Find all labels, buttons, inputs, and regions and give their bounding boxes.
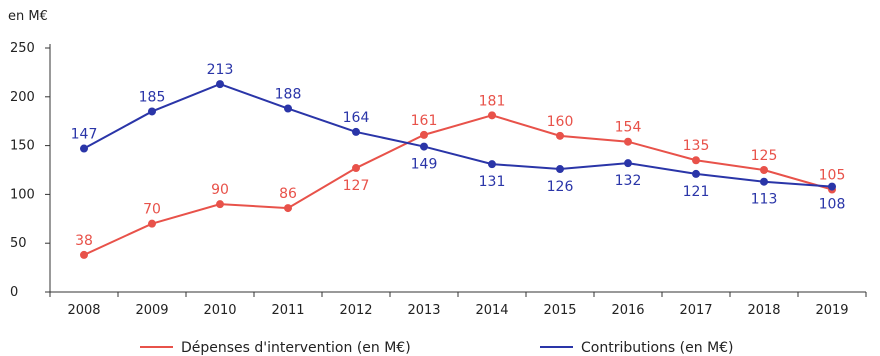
data-label: 113 — [751, 192, 778, 208]
y-tick-label: 250 — [10, 41, 35, 56]
y-axis-unit-label: en M€ — [8, 9, 48, 24]
data-label: 70 — [143, 202, 161, 218]
x-tick-label: 2014 — [475, 303, 508, 318]
series-line — [83, 83, 833, 188]
series-layer: 38 70 90 86 127 161 181 160 154 135 125 105 147 185 21… — [71, 62, 846, 259]
y-tick-label: 100 — [10, 187, 35, 202]
x-tick-label: 2009 — [135, 303, 168, 318]
data-label: 188 — [275, 87, 302, 103]
data-point — [284, 104, 292, 113]
x-tick-label: 2008 — [67, 303, 100, 318]
y-tick-label: 50 — [10, 236, 27, 251]
data-label: 121 — [683, 184, 710, 200]
x-tick-label: 2013 — [407, 303, 440, 318]
series-1: 38 70 90 86 127 161 181 160 154 135 125 105 — [75, 93, 845, 259]
data-label: 160 — [547, 114, 574, 130]
data-point — [148, 219, 156, 228]
data-label: 181 — [479, 93, 506, 109]
series-2: 147 185 213 188 164 149 131 126 132 121 113 108 — [71, 62, 846, 212]
data-label: 125 — [751, 148, 778, 164]
data-point — [488, 111, 496, 120]
x-tick-label: 2012 — [339, 303, 372, 318]
legend-label: Contributions (en M€) — [581, 340, 734, 356]
data-label: 38 — [75, 233, 93, 249]
data-point — [420, 142, 428, 151]
x-tick-label: 2011 — [271, 303, 304, 318]
data-label: 105 — [819, 168, 846, 184]
data-label: 147 — [71, 127, 98, 143]
data-point — [624, 137, 632, 146]
x-axis: 2008 2009 2010 2011 2012 2013 2014 2015 2016 2017… — [49, 291, 867, 318]
legend-label: Dépenses d'intervention (en M€) — [181, 340, 411, 356]
data-point — [556, 165, 564, 174]
data-label: 126 — [547, 179, 574, 195]
data-label: 131 — [479, 174, 506, 190]
data-label: 154 — [615, 120, 642, 136]
data-label: 86 — [279, 186, 297, 202]
legend: Dépenses d'intervention (en M€) Contribut… — [140, 340, 734, 356]
data-label: 161 — [411, 113, 438, 129]
data-point — [488, 160, 496, 169]
x-tick-label: 2010 — [203, 303, 236, 318]
x-tick-label: 2019 — [815, 303, 848, 318]
data-label: 149 — [411, 157, 438, 173]
x-tick-label: 2015 — [543, 303, 576, 318]
data-label: 90 — [211, 182, 229, 198]
y-tick-label: 150 — [10, 139, 35, 154]
x-tick-label: 2018 — [747, 303, 780, 318]
data-point — [556, 131, 564, 140]
y-tick-label: 0 — [10, 285, 18, 300]
data-point — [148, 107, 156, 116]
data-point — [352, 164, 360, 173]
data-label: 185 — [139, 89, 166, 105]
data-point — [760, 166, 768, 174]
data-label: 213 — [207, 62, 234, 78]
x-tick-label: 2017 — [679, 303, 712, 318]
data-point — [352, 127, 360, 136]
data-label: 127 — [343, 178, 370, 194]
data-point — [216, 80, 224, 89]
data-label: 164 — [343, 110, 370, 126]
data-point — [760, 177, 768, 186]
data-point — [692, 169, 700, 178]
data-point — [828, 182, 836, 191]
data-point — [692, 156, 700, 165]
data-point — [80, 250, 88, 259]
data-point — [80, 144, 88, 153]
data-point — [284, 204, 292, 213]
data-label: 108 — [819, 197, 846, 213]
y-tick-label: 200 — [10, 90, 35, 105]
series-line — [83, 114, 833, 256]
data-point — [420, 130, 428, 139]
x-tick-label: 2016 — [611, 303, 644, 318]
data-label: 132 — [615, 173, 642, 189]
data-point — [216, 200, 224, 209]
y-axis: 0 50 100 150 200 250 — [10, 41, 51, 300]
data-point — [624, 159, 632, 168]
data-label: 135 — [683, 138, 710, 154]
